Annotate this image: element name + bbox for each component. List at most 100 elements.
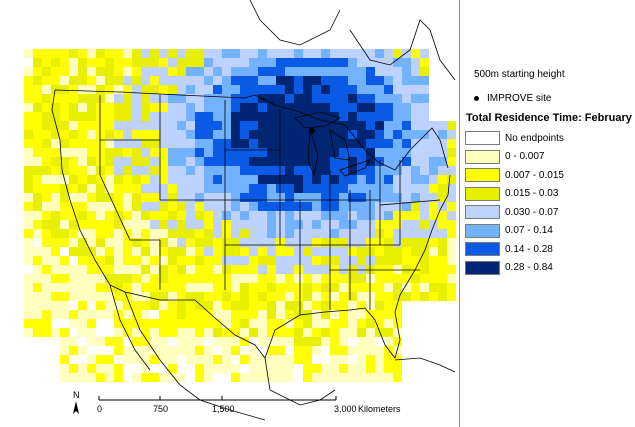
residence-grid-layer (24, 49, 456, 382)
grid-cell (150, 238, 159, 247)
grid-cell (357, 211, 366, 220)
grid-cell (69, 193, 78, 202)
grid-cell (105, 85, 114, 94)
grid-cell (42, 139, 51, 148)
grid-cell (78, 256, 87, 265)
grid-cell (438, 256, 447, 265)
grid-cell (330, 337, 339, 346)
grid-cell (96, 283, 105, 292)
grid-cell (321, 211, 330, 220)
grid-cell (33, 256, 42, 265)
grid-cell (258, 85, 267, 94)
grid-cell (51, 85, 60, 94)
grid-cell (384, 103, 393, 112)
grid-cell (213, 292, 222, 301)
grid-cell (177, 193, 186, 202)
grid-cell (87, 139, 96, 148)
grid-cell (186, 256, 195, 265)
grid-cell (141, 301, 150, 310)
grid-cell (78, 184, 87, 193)
grid-cell (420, 202, 429, 211)
grid-cell (33, 220, 42, 229)
grid-cell (411, 202, 420, 211)
grid-cell (132, 220, 141, 229)
grid-cell (303, 274, 312, 283)
grid-cell (78, 292, 87, 301)
grid-cell (357, 283, 366, 292)
grid-cell (393, 274, 402, 283)
grid-cell (213, 148, 222, 157)
grid-cell (321, 319, 330, 328)
grid-cell (357, 184, 366, 193)
grid-cell (123, 247, 132, 256)
lake-huron (329, 129, 351, 161)
grid-cell (141, 139, 150, 148)
grid-cell (87, 373, 96, 382)
grid-cell (357, 265, 366, 274)
grid-cell (204, 157, 213, 166)
grid-cell (411, 292, 420, 301)
grid-cell (105, 265, 114, 274)
starting-height-label: 500m starting height (474, 69, 565, 80)
grid-cell (168, 211, 177, 220)
grid-cell (348, 238, 357, 247)
grid-cell (276, 157, 285, 166)
grid-cell (258, 319, 267, 328)
grid-cell (168, 157, 177, 166)
grid-cell (231, 184, 240, 193)
grid-cell (186, 292, 195, 301)
grid-cell (231, 148, 240, 157)
grid-cell (60, 193, 69, 202)
grid-cell (222, 283, 231, 292)
grid-cell (375, 130, 384, 139)
grid-cell (213, 202, 222, 211)
grid-cell (384, 76, 393, 85)
grid-cell (240, 373, 249, 382)
grid-cell (420, 94, 429, 103)
grid-cell (303, 238, 312, 247)
grid-cell (339, 202, 348, 211)
grid-cell (339, 211, 348, 220)
grid-cell (42, 112, 51, 121)
grid-cell (87, 148, 96, 157)
grid-cell (132, 76, 141, 85)
grid-cell (132, 175, 141, 184)
grid-cell (141, 364, 150, 373)
grid-cell (294, 256, 303, 265)
grid-cell (51, 148, 60, 157)
grid-cell (312, 130, 321, 139)
grid-cell (411, 238, 420, 247)
grid-cell (240, 49, 249, 58)
grid-cell (96, 130, 105, 139)
grid-cell (366, 76, 375, 85)
grid-cell (276, 310, 285, 319)
grid-cell (285, 328, 294, 337)
grid-cell (96, 211, 105, 220)
grid-cell (321, 337, 330, 346)
grid-cell (78, 274, 87, 283)
grid-cell (267, 337, 276, 346)
grid-cell (60, 346, 69, 355)
grid-cell (87, 112, 96, 121)
grid-cell (195, 49, 204, 58)
grid-cell (114, 157, 123, 166)
grid-cell (330, 247, 339, 256)
grid-cell (114, 85, 123, 94)
grid-cell (339, 139, 348, 148)
grid-cell (312, 265, 321, 274)
grid-cell (168, 130, 177, 139)
grid-cell (159, 283, 168, 292)
grid-cell (240, 76, 249, 85)
grid-cell (357, 193, 366, 202)
grid-cell (177, 94, 186, 103)
grid-cell (339, 283, 348, 292)
grid-cell (366, 211, 375, 220)
grid-cell (186, 166, 195, 175)
legend-swatch (465, 223, 500, 238)
grid-cell (276, 175, 285, 184)
grid-cell (33, 193, 42, 202)
grid-cell (321, 238, 330, 247)
grid-cell (141, 94, 150, 103)
grid-cell (141, 310, 150, 319)
grid-cell (231, 337, 240, 346)
